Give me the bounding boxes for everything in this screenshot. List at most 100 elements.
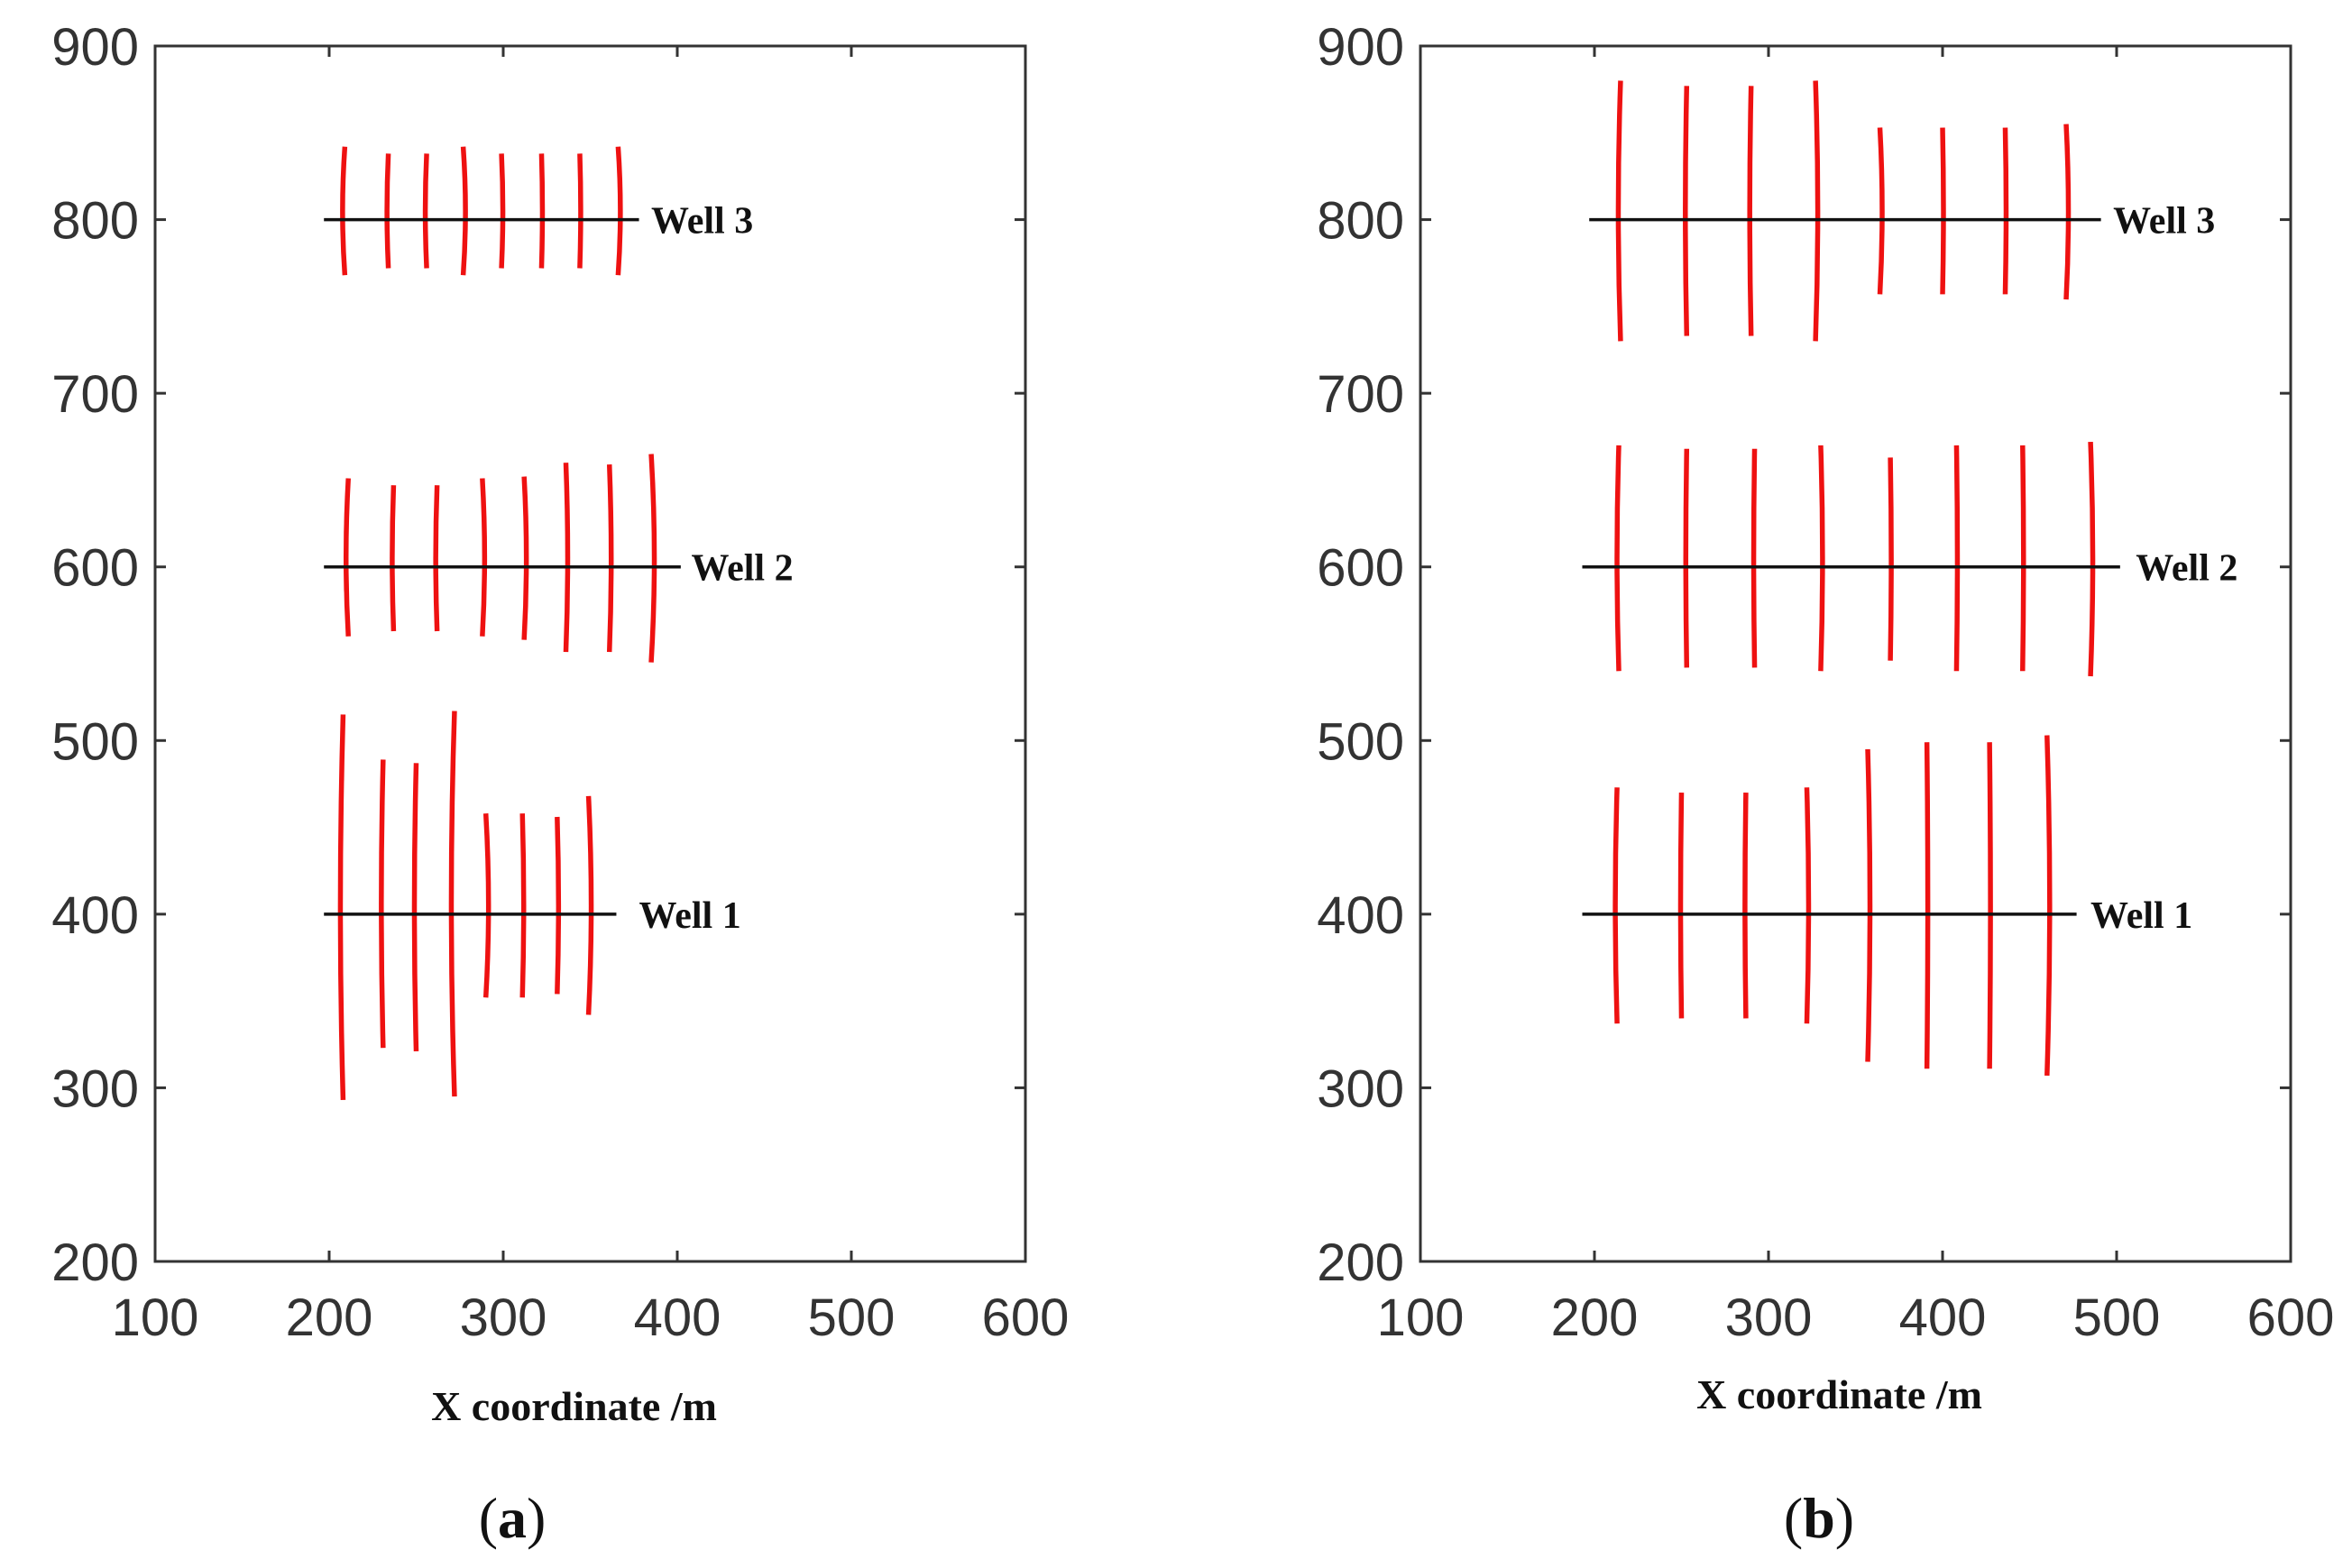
fracture-line xyxy=(555,816,562,995)
y-tick-label: 200 xyxy=(51,1233,139,1292)
well-label: Well 2 xyxy=(2136,548,2237,590)
caption-close-paren: ) xyxy=(1835,1486,1854,1550)
well-group: Well 3 xyxy=(324,146,753,276)
y-tick-label: 800 xyxy=(1317,192,1404,251)
well-label: Well 3 xyxy=(2113,201,2215,243)
fracture-line xyxy=(433,485,440,632)
caption-close-paren: ) xyxy=(527,1486,546,1550)
x-tick-label: 600 xyxy=(982,1288,1070,1347)
fracture-line xyxy=(2088,441,2096,677)
x-tick-label: 200 xyxy=(286,1288,373,1347)
x-tick-label: 500 xyxy=(808,1288,896,1347)
y-tick-label: 600 xyxy=(1317,539,1404,598)
fracture-line xyxy=(337,714,346,1100)
fracture-line xyxy=(585,795,594,1015)
fracture-line xyxy=(1804,787,1812,1024)
fracture-line xyxy=(1612,787,1620,1024)
panel-a: 100 200 300 400 500 6002003004005006007008009… xyxy=(51,18,1069,1550)
fracture-line xyxy=(1615,80,1623,342)
x-tick-label: 500 xyxy=(2073,1288,2161,1347)
fracture-line xyxy=(379,759,386,1049)
caption-letter: b xyxy=(1803,1486,1835,1550)
fracture-line xyxy=(519,813,527,998)
x-tick-label: 300 xyxy=(1725,1288,1813,1347)
panel-b: 100 200 300 400 500 6002003004005006007008009… xyxy=(1317,18,2334,1550)
fracture-line xyxy=(1683,86,1690,336)
fracture-line xyxy=(1747,86,1754,336)
well-group: Well 1 xyxy=(324,711,741,1100)
well-group: Well 3 xyxy=(1589,80,2215,342)
fracture-line xyxy=(411,763,419,1052)
y-tick-label: 800 xyxy=(51,192,139,251)
fracture-line xyxy=(1677,793,1685,1019)
well-label: Well 1 xyxy=(639,895,741,937)
y-tick-label: 200 xyxy=(1317,1233,1404,1292)
fracture-line xyxy=(482,813,492,998)
well-group: Well 2 xyxy=(324,454,794,663)
y-tick-label: 600 xyxy=(51,539,139,598)
fracture-line xyxy=(2020,445,2026,672)
fracture-line xyxy=(1813,80,1821,342)
x-tick-label: 100 xyxy=(112,1288,199,1347)
fracture-line xyxy=(340,146,348,276)
x-tick-label: 200 xyxy=(1551,1288,1639,1347)
y-tick-label: 700 xyxy=(51,365,139,424)
y-tick-label: 900 xyxy=(1317,18,1404,77)
well-label: Well 2 xyxy=(691,548,793,590)
well-label: Well 3 xyxy=(651,201,753,243)
fracture-line xyxy=(1924,742,1931,1069)
fracture-line xyxy=(1987,742,1993,1069)
well-group: Well 1 xyxy=(1582,735,2192,1077)
fracture-line xyxy=(2044,735,2053,1077)
fracture-line xyxy=(1865,748,1873,1062)
fracture-line xyxy=(499,153,506,269)
plot-area xyxy=(1419,44,2292,1263)
y-tick-label: 700 xyxy=(1317,365,1404,424)
fracture-line xyxy=(1953,445,1961,672)
fracture-line xyxy=(480,478,488,637)
fracture-line xyxy=(563,463,571,653)
fracture-line xyxy=(422,153,429,269)
panel-caption: (b) xyxy=(1784,1486,1854,1550)
fracture-line xyxy=(1877,127,1885,295)
fracture-line xyxy=(606,463,614,653)
fracture-line xyxy=(1750,448,1758,668)
y-tick-label: 300 xyxy=(1317,1059,1404,1118)
caption-open-paren: ( xyxy=(1784,1486,1803,1550)
y-tick-label: 400 xyxy=(51,886,139,945)
fracture-line xyxy=(343,478,351,637)
fracture-line xyxy=(1614,445,1622,672)
x-axis-label: X coordinate /m xyxy=(431,1383,717,1429)
fracture-line xyxy=(2063,124,2072,300)
y-tick-label: 300 xyxy=(51,1059,139,1118)
fracture-line xyxy=(2002,127,2009,295)
y-tick-label: 500 xyxy=(51,712,139,771)
caption-letter: a xyxy=(498,1486,527,1550)
x-tick-label: 600 xyxy=(2247,1288,2335,1347)
fracture-line xyxy=(460,146,468,276)
well-group: Well 2 xyxy=(1582,441,2237,677)
fracture-line xyxy=(648,454,657,663)
panel-caption: (a) xyxy=(479,1486,547,1550)
x-tick-label: 400 xyxy=(634,1288,721,1347)
y-tick-label: 500 xyxy=(1317,712,1404,771)
fracture-line xyxy=(384,153,391,269)
y-tick-label: 400 xyxy=(1317,886,1404,945)
fracture-line xyxy=(1742,793,1749,1019)
x-tick-label: 100 xyxy=(1377,1288,1465,1347)
caption-open-paren: ( xyxy=(479,1486,498,1550)
fracture-line xyxy=(615,146,623,276)
x-tick-label: 300 xyxy=(460,1288,547,1347)
fracture-line xyxy=(448,711,457,1097)
plot-area xyxy=(153,44,1027,1263)
y-tick-label: 900 xyxy=(51,18,139,77)
well-label: Well 1 xyxy=(2090,895,2192,937)
x-axis-label: X coordinate /m xyxy=(1696,1371,1982,1417)
x-tick-label: 400 xyxy=(1899,1288,1987,1347)
fracture-line xyxy=(1818,445,1825,672)
fracture-line xyxy=(577,153,583,269)
fracture-line xyxy=(1888,457,1894,661)
fracture-line xyxy=(390,485,397,632)
fracture-line xyxy=(538,153,546,269)
